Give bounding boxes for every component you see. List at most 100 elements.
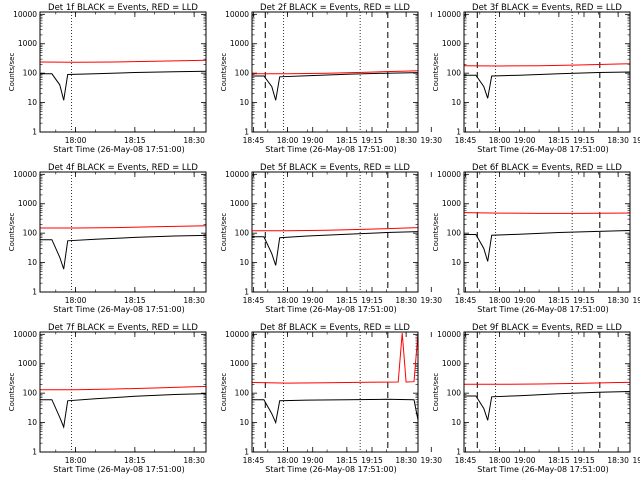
y-tick-label: 100	[235, 69, 250, 78]
x-tick-label: 19:00	[302, 296, 324, 305]
y-axis-label: Counts/sec	[220, 373, 228, 412]
x-tick-label: 18:15	[548, 136, 570, 145]
y-tick-label: 10	[451, 258, 461, 267]
y-axis-label: Counts/sec	[432, 373, 440, 412]
series-line-lld	[40, 59, 206, 63]
series-line-lld	[464, 381, 630, 385]
y-axis-label: Counts/sec	[220, 213, 228, 252]
panel-title: Det 8f BLACK = Events, RED = LLD	[260, 323, 410, 333]
x-tick-label: 18:00	[65, 456, 87, 465]
series-line-lld	[252, 333, 418, 384]
y-tick-label: 100	[23, 389, 38, 398]
x-tick-label: 19:15	[573, 296, 595, 305]
y-tick-label: 10	[239, 418, 249, 427]
y-tick-label: 1	[456, 128, 461, 137]
y-axis-label: Counts/sec	[220, 53, 228, 92]
panel-title: Det 2f BLACK = Events, RED = LLD	[260, 3, 410, 13]
y-tick-label: 100	[447, 389, 462, 398]
x-tick-label: 18:45	[243, 456, 265, 465]
x-tick-label: 19:30	[420, 296, 442, 305]
x-tick-label: 18:30	[607, 296, 629, 305]
x-tick-label: 18:00	[277, 136, 299, 145]
series-group	[40, 225, 206, 270]
y-tick-label: 1000	[18, 359, 37, 368]
x-tick-label: 19:30	[632, 456, 640, 465]
x-tick-label: 19:15	[573, 136, 595, 145]
x-tick-label: 18:15	[124, 136, 146, 145]
series-line-events	[252, 231, 418, 266]
series-line-events	[252, 398, 418, 425]
series-line-events	[40, 70, 206, 101]
y-tick-label: 100	[447, 229, 462, 238]
series-group	[464, 63, 630, 99]
panel-title: Det 6f BLACK = Events, RED = LLD	[472, 163, 622, 173]
plot-frame	[463, 11, 631, 133]
x-axis-label: Start Time (26-May-08 17:51:00)	[265, 145, 396, 154]
x-axis-label: Start Time (26-May-08 17:51:00)	[53, 465, 184, 474]
y-tick-label: 1000	[18, 199, 37, 208]
y-tick-label: 10	[27, 418, 37, 427]
y-tick-label: 100	[23, 229, 38, 238]
y-tick-label: 1	[244, 128, 249, 137]
x-tick-label: 18:15	[336, 136, 358, 145]
y-tick-label: 1	[244, 288, 249, 297]
panel-det-7: Det 7f BLACK = Events, RED = LLD Counts/s…	[8, 323, 442, 474]
x-tick-label: 19:00	[302, 456, 324, 465]
x-axis-label: Start Time (26-May-08 17:51:00)	[477, 465, 608, 474]
x-tick-label: 18:00	[489, 456, 511, 465]
panel-det-2: Det 2f BLACK = Events, RED = LLD Counts/s…	[220, 3, 640, 154]
x-tick-label: 19:00	[514, 136, 536, 145]
y-tick-label: 100	[23, 69, 38, 78]
x-axis-label: Start Time (26-May-08 17:51:00)	[53, 145, 184, 154]
series-line-lld	[40, 225, 206, 229]
y-tick-label: 1000	[230, 359, 249, 368]
x-tick-label: 18:15	[124, 296, 146, 305]
panel-title: Det 9f BLACK = Events, RED = LLD	[472, 323, 622, 333]
y-tick-label: 1	[32, 288, 37, 297]
y-tick-label: 1	[244, 448, 249, 457]
plot-frame	[251, 171, 419, 293]
x-tick-label: 18:30	[183, 456, 205, 465]
plot-frame	[39, 171, 207, 293]
x-tick-label: 18:45	[455, 296, 477, 305]
y-tick-label: 10000	[225, 330, 249, 339]
plot-frame	[39, 11, 207, 133]
series-group	[252, 227, 418, 266]
y-tick-label: 1000	[442, 199, 461, 208]
y-tick-label: 100	[235, 389, 250, 398]
series-group	[40, 385, 206, 429]
y-axis-label: Counts/sec	[432, 53, 440, 92]
x-tick-label: 18:00	[65, 136, 87, 145]
y-tick-label: 10	[451, 98, 461, 107]
x-tick-label: 18:15	[548, 456, 570, 465]
y-tick-label: 10	[239, 258, 249, 267]
panel-title: Det 1f BLACK = Events, RED = LLD	[48, 3, 198, 13]
x-tick-label: 19:30	[632, 136, 640, 145]
series-line-lld	[464, 63, 630, 67]
y-tick-label: 100	[235, 229, 250, 238]
x-tick-label: 19:30	[632, 296, 640, 305]
panel-det-3: Det 3f BLACK = Events, RED = LLD Counts/s…	[432, 3, 631, 154]
y-tick-label: 10000	[437, 330, 461, 339]
series-line-lld	[252, 227, 418, 232]
y-tick-label: 1	[32, 448, 37, 457]
y-tick-label: 1	[32, 128, 37, 137]
x-tick-label: 18:15	[124, 456, 146, 465]
x-axis-label: Start Time (26-May-08 17:51:00)	[265, 305, 396, 314]
x-tick-label: 18:45	[243, 296, 265, 305]
x-tick-label: 18:00	[489, 296, 511, 305]
series-line-lld	[40, 385, 206, 391]
x-tick-label: 18:00	[277, 456, 299, 465]
x-tick-label: 18:30	[607, 456, 629, 465]
y-tick-label: 1000	[442, 359, 461, 368]
x-tick-label: 18:15	[336, 296, 358, 305]
series-group	[40, 59, 206, 101]
x-tick-label: 18:30	[183, 296, 205, 305]
y-tick-label: 10000	[225, 170, 249, 179]
y-tick-label: 10000	[13, 10, 37, 19]
panel-title: Det 3f BLACK = Events, RED = LLD	[472, 3, 622, 13]
x-tick-label: 18:30	[395, 456, 417, 465]
y-axis-label: Counts/sec	[8, 373, 16, 412]
plot-frame	[251, 331, 419, 453]
y-tick-label: 10	[27, 98, 37, 107]
